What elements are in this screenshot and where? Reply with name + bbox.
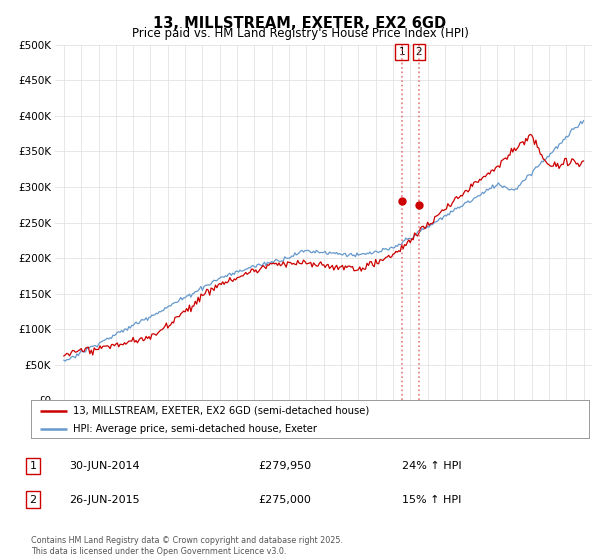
Text: 1: 1 [29, 461, 37, 471]
Text: 30-JUN-2014: 30-JUN-2014 [69, 461, 140, 471]
Text: £279,950: £279,950 [258, 461, 311, 471]
Text: 2: 2 [416, 47, 422, 57]
Text: 15% ↑ HPI: 15% ↑ HPI [402, 494, 461, 505]
Text: 13, MILLSTREAM, EXETER, EX2 6GD: 13, MILLSTREAM, EXETER, EX2 6GD [154, 16, 446, 31]
Text: Contains HM Land Registry data © Crown copyright and database right 2025.
This d: Contains HM Land Registry data © Crown c… [31, 536, 343, 556]
Text: 13, MILLSTREAM, EXETER, EX2 6GD (semi-detached house): 13, MILLSTREAM, EXETER, EX2 6GD (semi-de… [73, 405, 370, 416]
Text: £275,000: £275,000 [258, 494, 311, 505]
Text: 1: 1 [398, 47, 405, 57]
Text: HPI: Average price, semi-detached house, Exeter: HPI: Average price, semi-detached house,… [73, 424, 317, 434]
Text: 24% ↑ HPI: 24% ↑ HPI [402, 461, 461, 471]
Text: 26-JUN-2015: 26-JUN-2015 [69, 494, 140, 505]
Text: 2: 2 [29, 494, 37, 505]
Text: Price paid vs. HM Land Registry's House Price Index (HPI): Price paid vs. HM Land Registry's House … [131, 27, 469, 40]
